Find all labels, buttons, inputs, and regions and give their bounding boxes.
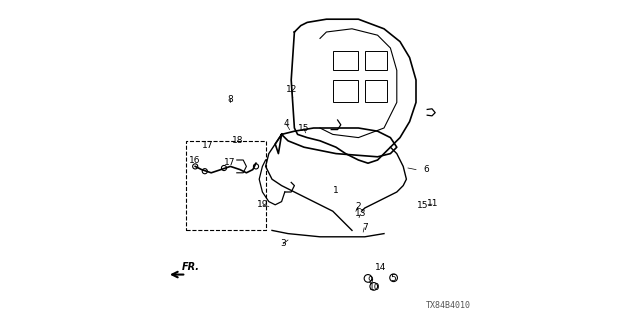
Text: 12: 12 bbox=[286, 85, 298, 94]
Text: 17: 17 bbox=[202, 141, 213, 150]
Text: 2: 2 bbox=[356, 202, 361, 211]
Text: 3: 3 bbox=[280, 239, 286, 248]
Text: 16: 16 bbox=[189, 156, 200, 164]
Text: 10: 10 bbox=[369, 283, 381, 292]
Text: 5: 5 bbox=[390, 274, 396, 283]
Text: 13: 13 bbox=[355, 209, 367, 218]
Text: 18: 18 bbox=[232, 136, 243, 145]
Text: 6: 6 bbox=[424, 165, 429, 174]
Text: 9: 9 bbox=[368, 276, 373, 285]
Text: 19: 19 bbox=[257, 200, 269, 209]
Bar bbox=[333, 80, 358, 102]
Bar bbox=[333, 51, 358, 70]
Text: 11: 11 bbox=[427, 199, 438, 208]
Text: FR.: FR. bbox=[182, 262, 200, 272]
Text: TX84B4010: TX84B4010 bbox=[426, 301, 470, 310]
Text: 14: 14 bbox=[375, 263, 387, 272]
Text: 1: 1 bbox=[333, 186, 338, 195]
Bar bbox=[186, 141, 266, 230]
Text: 17: 17 bbox=[224, 158, 236, 167]
Text: 15: 15 bbox=[298, 124, 310, 132]
Bar bbox=[365, 51, 387, 70]
Text: 7: 7 bbox=[362, 223, 367, 232]
Text: 8: 8 bbox=[227, 95, 232, 104]
Text: 15: 15 bbox=[417, 201, 428, 210]
Bar bbox=[365, 80, 387, 102]
Text: 4: 4 bbox=[284, 119, 289, 128]
